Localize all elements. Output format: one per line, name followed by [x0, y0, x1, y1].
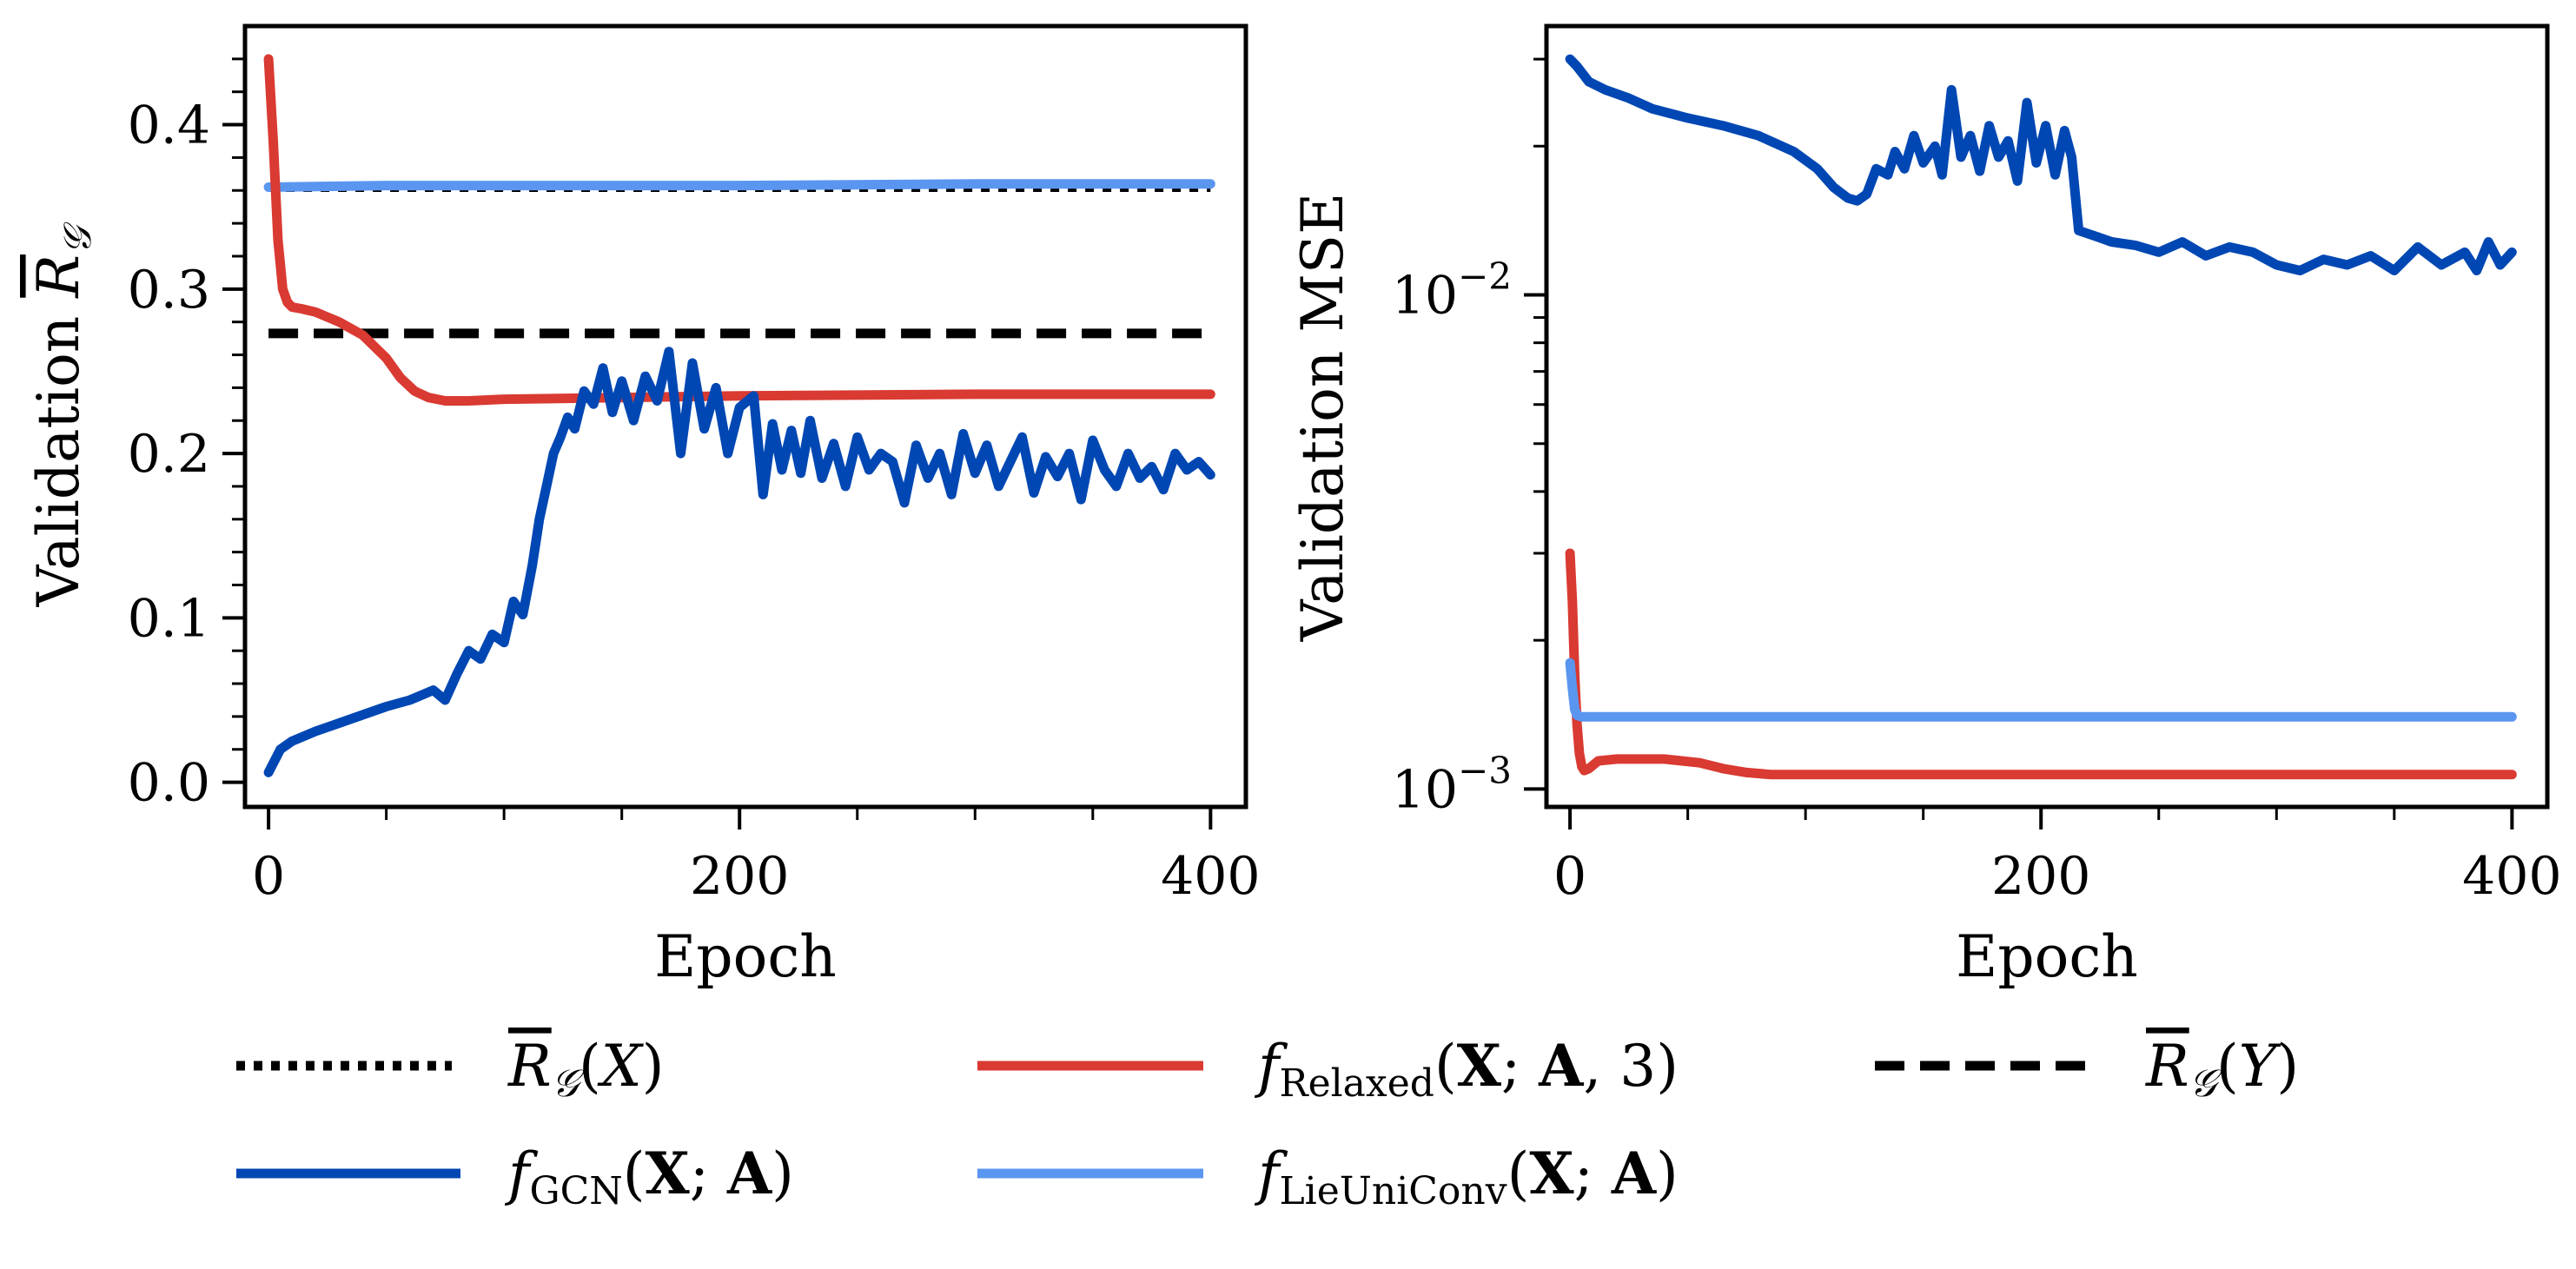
left-y-ticks: 0.0 0.1 0.2 0.3 0.4 — [128, 57, 245, 814]
left-line-gcn — [263, 347, 1215, 777]
left-xtick-label: 0 — [252, 846, 285, 907]
left-x-ticks: 0 200 400 — [252, 807, 1261, 907]
left-ytick-label: 0.3 — [128, 260, 210, 321]
right-ytick-label: 10−2 — [1392, 255, 1512, 327]
left-line-lieuniconv — [263, 179, 1215, 192]
right-xtick-label: 200 — [1991, 846, 2091, 907]
left-y-axis-label: Validation R𝒢 — [25, 221, 100, 607]
left-ytick-label: 0.2 — [128, 424, 210, 485]
left-ytick-label: 0.0 — [128, 753, 210, 814]
right-xtick-label: 400 — [2462, 846, 2562, 907]
right-chart: 0 200 400 10−3 10−2 Epoch Validation MSE — [1289, 23, 2562, 990]
left-x-axis-label: Epoch — [654, 923, 837, 990]
left-xtick-label: 200 — [690, 846, 790, 907]
left-ytick-label: 0.1 — [128, 588, 210, 649]
right-series-group — [1565, 54, 2517, 780]
right-line-relaxed — [1565, 548, 2517, 780]
legend-label-ry: R𝒢(Y) — [2145, 1033, 2299, 1106]
right-xtick-label: 0 — [1553, 846, 1586, 907]
left-series-group — [263, 54, 1215, 777]
right-axes-frame — [1544, 23, 2550, 810]
right-y-axis-label: Validation MSE — [1289, 193, 1356, 643]
legend-label-rx: R𝒢(X) — [507, 1033, 665, 1106]
legend: R𝒢(X) fRelaxed(X; A, 3) R𝒢(Y) fGCN(X; A)… — [236, 1032, 2299, 1213]
right-line-gcn — [1565, 54, 2517, 275]
legend-label-relaxed: fRelaxed(X; A, 3) — [1254, 1032, 1679, 1106]
left-xtick-label: 400 — [1161, 846, 1261, 907]
right-x-ticks: 0 200 400 — [1553, 807, 2562, 907]
right-ytick-label: 10−3 — [1392, 749, 1512, 820]
left-axes-frame — [242, 23, 1248, 810]
right-x-axis-label: Epoch — [1956, 923, 2138, 990]
right-y-ticks: 10−3 10−2 — [1392, 57, 1546, 820]
left-ytick-label: 0.4 — [128, 96, 210, 156]
legend-label-lieuniconv: fLieUniConv(X; A) — [1254, 1140, 1679, 1213]
right-line-lieuniconv — [1565, 658, 2517, 722]
